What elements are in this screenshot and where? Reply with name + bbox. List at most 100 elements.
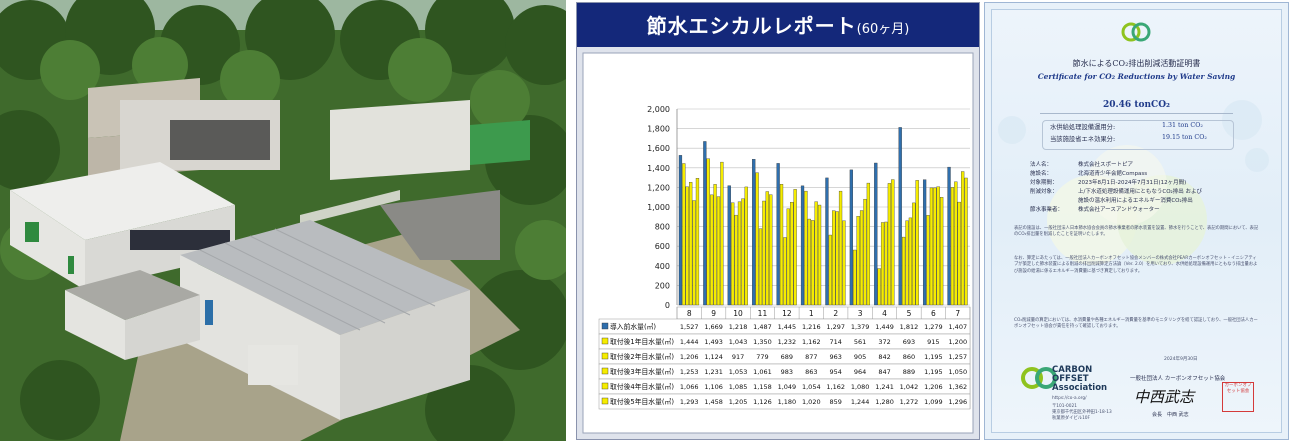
certificate-title: 節水によるCO₂排出削減活動証明書 bbox=[1072, 59, 1201, 68]
x-category-label: 5 bbox=[907, 309, 912, 318]
report-header: 節水エシカルレポート(60ヶ月) bbox=[577, 3, 979, 47]
data-value-label: 1,216 bbox=[802, 323, 821, 331]
data-value-label: 1,296 bbox=[948, 398, 967, 406]
bar-5-2 bbox=[838, 190, 843, 306]
legend-swatch bbox=[601, 337, 609, 345]
y-tick-label: 1,800 bbox=[647, 125, 670, 134]
bar-3-8 bbox=[685, 186, 689, 306]
bar-3-2 bbox=[832, 210, 836, 306]
bar-3-1 bbox=[807, 218, 811, 306]
detail-label-1: 法人名： bbox=[1030, 162, 1053, 168]
address-building: 秋葉原ダイビル10F bbox=[1052, 416, 1091, 421]
data-value-label: 1,218 bbox=[729, 323, 748, 331]
bar-6-12 bbox=[793, 189, 797, 306]
bar-3-11 bbox=[758, 228, 763, 306]
data-value-label: 1,379 bbox=[851, 323, 870, 331]
x-category-label: 9 bbox=[711, 309, 716, 318]
detail-label-4: 削減対象： bbox=[1030, 189, 1058, 195]
bar-5-8 bbox=[692, 200, 696, 306]
bar-2-12 bbox=[779, 184, 784, 306]
bar-4-12 bbox=[786, 208, 790, 306]
detail-value-1: 株式会社スポートピア bbox=[1078, 162, 1134, 168]
association-url: https://co-a.org/ bbox=[1052, 396, 1087, 401]
data-value-label: 1,244 bbox=[851, 398, 870, 406]
data-value-label: 1,527 bbox=[680, 323, 699, 331]
data-value-label: 1,042 bbox=[900, 383, 919, 391]
series-name: 取付後5年目水量(㎥) bbox=[610, 397, 674, 406]
logo-line-1: CARBON bbox=[1052, 365, 1093, 375]
y-tick-label: 400 bbox=[655, 262, 670, 271]
logo-line-2: OFFSET bbox=[1052, 374, 1089, 384]
signer-name: 会長 中西 武志 bbox=[1152, 412, 1189, 418]
bar-6-11 bbox=[769, 194, 773, 306]
x-category-label: 6 bbox=[931, 309, 936, 318]
bar-4-9 bbox=[713, 184, 717, 306]
data-value-label: 1,272 bbox=[900, 398, 919, 406]
bar-3-7 bbox=[954, 181, 958, 306]
bar-6-1 bbox=[817, 204, 822, 306]
bar-5-6 bbox=[936, 186, 940, 306]
data-value-label: 1,043 bbox=[729, 338, 748, 346]
legend-swatch bbox=[601, 367, 609, 375]
certificate-paragraph-3: CO₂削減量の算定においては、水消費量や各種エネルギー消費量を基準のモニタリング… bbox=[1014, 318, 1258, 330]
data-value-label: 1,487 bbox=[753, 323, 772, 331]
bar-5-10 bbox=[741, 198, 745, 306]
data-value-label: 1,669 bbox=[704, 323, 723, 331]
bar-3-5 bbox=[905, 220, 909, 306]
x-category-label: 3 bbox=[858, 309, 863, 318]
data-value-label: 1,241 bbox=[875, 383, 894, 391]
bar-6-6 bbox=[940, 197, 944, 306]
data-value-label: 1,106 bbox=[704, 383, 723, 391]
certificate-top-logo-icon bbox=[1121, 22, 1151, 42]
data-value-label: 693 bbox=[903, 338, 915, 346]
bar-4-5 bbox=[908, 217, 913, 306]
detail-value-4: 上/下水道処理設備運用にともなうCO₂排出 および bbox=[1078, 189, 1202, 195]
data-value-label: 1,293 bbox=[680, 398, 699, 406]
data-value-label: 1,407 bbox=[948, 323, 967, 331]
bar-4-3 bbox=[859, 210, 864, 306]
y-tick-label: 600 bbox=[655, 242, 670, 251]
official-seal: カーボンオフセット協会 bbox=[1222, 382, 1254, 412]
data-value-label: 877 bbox=[805, 353, 817, 361]
data-value-label: 963 bbox=[829, 353, 841, 361]
y-tick-label: 1,200 bbox=[647, 183, 670, 192]
legend-swatch bbox=[601, 352, 609, 360]
data-value-label: 714 bbox=[829, 338, 841, 346]
bar-1-2 bbox=[825, 177, 829, 306]
series-name: 取付後3年目水量(㎥) bbox=[610, 367, 674, 376]
water-saving-report-panel: 節水エシカルレポート(60ヶ月) 2,000 1,800 1,600 1,400 1,2… bbox=[576, 2, 980, 440]
series-name: 取付後4年目水量(㎥) bbox=[610, 382, 674, 391]
detail-label-3: 対象期間： bbox=[1030, 180, 1058, 186]
bar-4-8 bbox=[689, 182, 693, 306]
data-value-label: 1,126 bbox=[753, 398, 772, 406]
certificate-total-reduction: 20.46 tonCO₂ bbox=[1103, 100, 1170, 110]
detail-value-2: 北海道青少年会館Compass bbox=[1078, 171, 1148, 177]
bar-5-11 bbox=[765, 191, 769, 306]
data-value-label: 689 bbox=[781, 353, 793, 361]
bar-4-1 bbox=[811, 220, 815, 306]
bar-6-8 bbox=[695, 178, 700, 306]
legend-swatch bbox=[601, 382, 609, 390]
total-underline bbox=[1040, 113, 1233, 114]
data-value-label: 1,445 bbox=[778, 323, 797, 331]
data-value-label: 964 bbox=[854, 368, 866, 376]
bar-1-7 bbox=[947, 166, 951, 306]
bar-4-10 bbox=[737, 201, 742, 306]
y-tick-label: 1,000 bbox=[647, 203, 670, 212]
bar-3-6 bbox=[929, 187, 934, 306]
data-value-label: 1,493 bbox=[704, 338, 723, 346]
report-title-main: 節水エシカルレポート bbox=[646, 14, 857, 38]
bar-2-8 bbox=[682, 163, 686, 306]
bar-5-5 bbox=[912, 202, 916, 306]
data-value-label: 1,054 bbox=[802, 383, 821, 391]
bar-5-4 bbox=[887, 183, 892, 306]
logo-line-3: Association bbox=[1052, 383, 1108, 393]
bar-6-9 bbox=[720, 161, 724, 306]
data-value-label: 1,050 bbox=[948, 368, 967, 376]
bar-2-3 bbox=[853, 249, 857, 306]
bar-2-5 bbox=[901, 236, 906, 306]
detail-value-3: 2023年8月1日-2024年7月31日(12ヶ月間) bbox=[1078, 180, 1187, 186]
data-value-label: 1,232 bbox=[778, 338, 797, 346]
bar-1-1 bbox=[800, 185, 805, 306]
data-value-label: 1,257 bbox=[948, 353, 967, 361]
